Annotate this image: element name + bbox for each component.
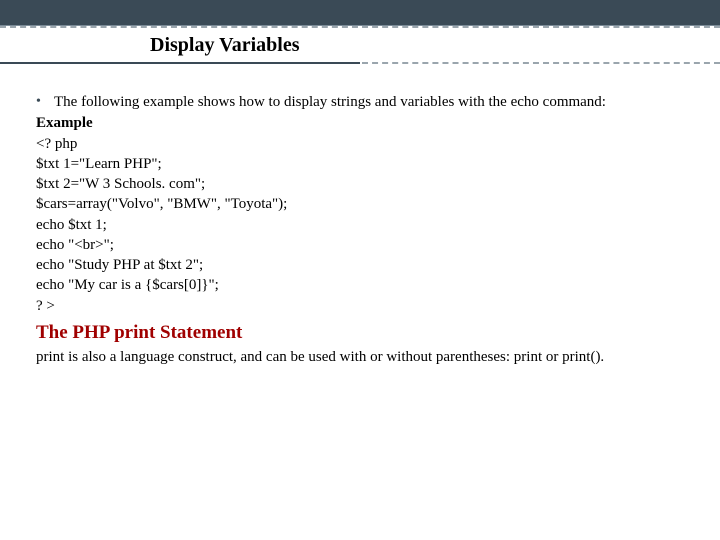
code-line: echo "<br>"; xyxy=(36,235,690,255)
code-line: $cars=array("Volvo", "BMW", "Toyota"); xyxy=(36,194,690,214)
example-label: Example xyxy=(36,113,690,133)
title-underline-dashed xyxy=(362,62,720,64)
code-line: $txt 1="Learn PHP"; xyxy=(36,154,690,174)
code-line: $txt 2="W 3 Schools. com"; xyxy=(36,174,690,194)
code-line: ? > xyxy=(36,296,690,316)
paragraph: print is also a language construct, and … xyxy=(36,347,690,367)
code-line: <? php xyxy=(36,134,690,154)
content-area: • The following example shows how to dis… xyxy=(0,70,720,368)
title-area: Display Variables xyxy=(0,26,720,70)
code-line: echo "Study PHP at $txt 2"; xyxy=(36,255,690,275)
bullet-text: The following example shows how to displ… xyxy=(54,92,690,112)
header-band xyxy=(0,0,720,26)
slide-title: Display Variables xyxy=(150,34,299,57)
subheading: The PHP print Statement xyxy=(36,320,690,346)
code-line: echo "My car is a {$cars[0]}"; xyxy=(36,275,690,295)
bullet-row: • The following example shows how to dis… xyxy=(36,92,690,112)
title-underline-solid xyxy=(0,62,360,64)
code-line: echo $txt 1; xyxy=(36,215,690,235)
bullet-marker: • xyxy=(36,92,54,112)
